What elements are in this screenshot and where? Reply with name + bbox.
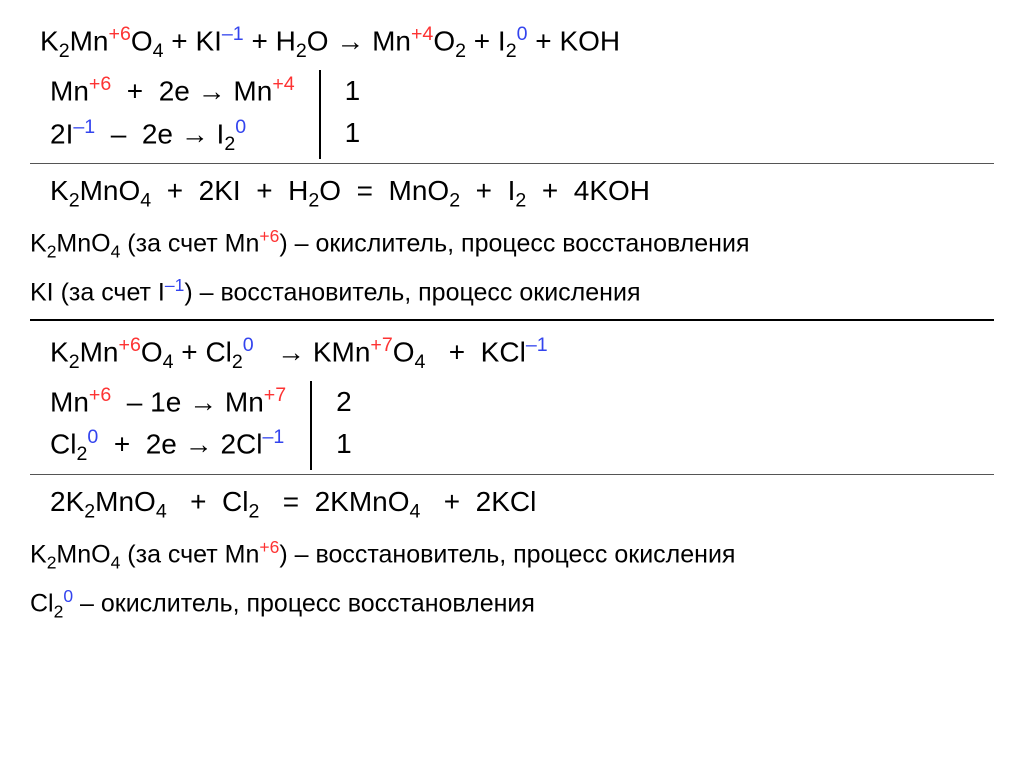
eq2-coef1: 2 bbox=[336, 381, 352, 423]
eq2-electron-balance: Mn+6 – 1e → Mn+7 Cl20 + 2e → 2Cl–1 2 1 bbox=[50, 381, 994, 470]
divider bbox=[30, 163, 994, 164]
eq1-explain-reducer: KI (за счет I–1) – восстановитель, проце… bbox=[30, 271, 994, 312]
eq1-unbalanced: K2Mn+6O4 + KI–1 + H2O → Mn+4O2 + I20 + K… bbox=[40, 20, 994, 66]
eq1-balanced: K2MnO4 + 2KI + H2O = MnO2 + I2 + 4KOH bbox=[50, 170, 994, 216]
eq2-unbalanced: K2Mn+6O4 + Cl20 → KMn+7O4 + KCl–1 bbox=[50, 331, 994, 377]
eq2-explain-oxidizer: Cl20 – окислитель, процесс восстановлени… bbox=[30, 582, 994, 625]
eq1-half1: Mn+6 + 2e → Mn+4 bbox=[50, 70, 295, 112]
eq2-explain-reducer: K2MnO4 (за счет Mn+6) – восстановитель, … bbox=[30, 533, 994, 576]
eq1-coef1: 1 bbox=[345, 70, 361, 112]
eq1-coef2: 1 bbox=[345, 112, 361, 154]
eq1-half2: 2I–1 – 2e → I20 bbox=[50, 113, 295, 159]
eq1-explain-oxidizer: K2MnO4 (за счет Mn+6) – окислитель, проц… bbox=[30, 222, 994, 265]
eq2-half1: Mn+6 – 1e → Mn+7 bbox=[50, 381, 286, 423]
eq2-half2: Cl20 + 2e → 2Cl–1 bbox=[50, 423, 286, 469]
eq2-balanced: 2K2MnO4 + Cl2 = 2KMnO4 + 2KCl bbox=[50, 481, 994, 527]
section-divider bbox=[30, 319, 994, 321]
divider bbox=[30, 474, 994, 475]
eq2-coef2: 1 bbox=[336, 423, 352, 465]
eq1-electron-balance: Mn+6 + 2e → Mn+4 2I–1 – 2e → I20 1 1 bbox=[50, 70, 994, 159]
